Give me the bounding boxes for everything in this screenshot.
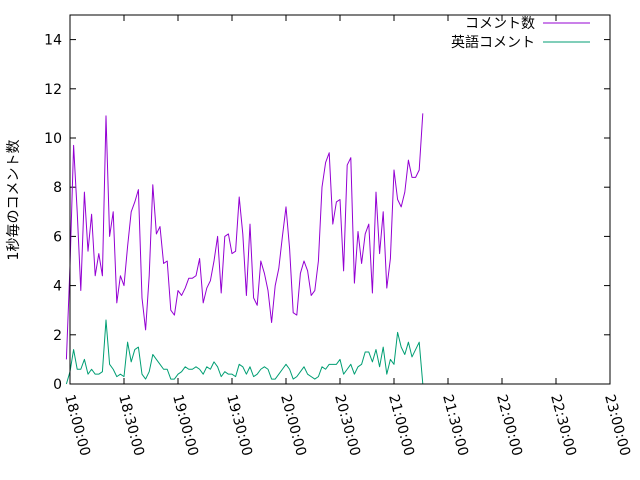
series-line-comments [65,113,424,360]
y-tick-label: 14 [44,33,62,49]
plot-frame [69,14,611,385]
y-tick-label: 2 [53,328,62,344]
y-tick-label: 6 [53,229,62,245]
legend-label-comments: コメント数 [465,16,535,32]
legend: コメント数 英語コメント [451,16,590,51]
y-tick-label: 8 [53,180,62,196]
series-layer [65,113,424,385]
legend-label-english-comments: 英語コメント [451,34,535,51]
y-tick-label: 10 [44,131,62,147]
y-axis-label: 1秒毎のコメント数 [6,140,22,261]
y-tick-label: 4 [53,279,62,295]
y-tick-label: 12 [44,82,62,98]
y-tick-label: 0 [53,377,62,393]
series-line-english-comments [65,319,424,385]
